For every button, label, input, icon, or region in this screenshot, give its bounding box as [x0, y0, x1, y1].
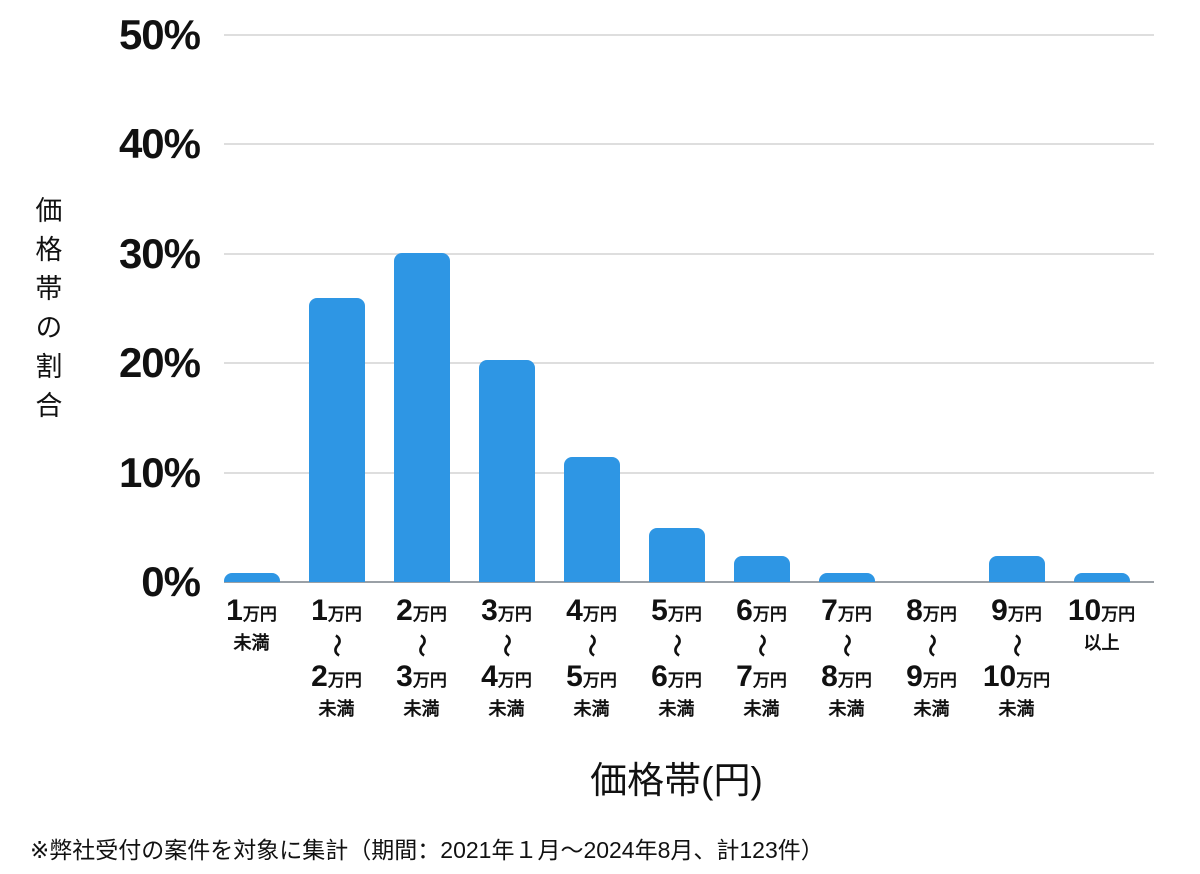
gridline	[224, 34, 1154, 36]
wave-dash: 〜	[919, 634, 945, 657]
x-tick-label: 10万円 以上	[1067, 594, 1136, 653]
bar-column	[1059, 35, 1144, 582]
y-axis-title: 価格帯の割合	[31, 196, 62, 430]
x-tick-label: 2万円〜 3万円 未満	[396, 594, 447, 719]
bar-column	[634, 35, 719, 582]
wave-dash: 〜	[324, 634, 350, 657]
bar-1万円〜2万円未満	[308, 297, 365, 582]
bar-column	[379, 35, 464, 582]
gridline	[224, 252, 1154, 255]
wave-dash: 〜	[749, 634, 775, 657]
x-axis-ticks: 1万円 未満 1万円〜 2万円 未満 2万円〜 3万円 未満 3万円〜 4万円 未満 4万円〜 5万円未…	[209, 594, 1144, 722]
wave-dash: 〜	[409, 634, 435, 657]
y-tick-label: 30%	[118, 229, 201, 277]
bar-column	[549, 35, 634, 582]
bar-column	[804, 35, 889, 582]
wave-dash: 〜	[834, 634, 860, 657]
bar-2万円〜3万円未満	[393, 252, 450, 582]
bar-6万円〜7万円未満	[733, 555, 790, 582]
y-tick-label: 20%	[118, 339, 201, 387]
y-tick-label: 0%	[141, 558, 201, 605]
wave-dash: 〜	[1004, 634, 1030, 657]
x-axis-baseline	[224, 581, 1154, 583]
x-tick-label: 1万円 未満	[226, 594, 277, 653]
footnote: ※弊社受付の案件を対象に集計（期間：2021年１月～2024年8月、計123件）	[30, 837, 824, 863]
bar-1万円未満	[223, 573, 280, 582]
y-tick-label: 40%	[118, 120, 201, 168]
x-tick-label: 7万円〜 8万円 未満	[821, 594, 872, 719]
bars-container	[209, 35, 1144, 582]
x-tick-label: 8万円〜 9万円 未満	[906, 594, 957, 719]
x-tick-label: 6万円〜 7万円 未満	[736, 594, 787, 719]
wave-dash: 〜	[579, 634, 605, 657]
x-tick-label: 4万円〜 5万円 未満	[566, 594, 617, 719]
x-tick-label: 9万円〜 10万円 未満	[982, 594, 1051, 719]
bar-4万円〜5万円未満	[563, 457, 620, 582]
gridline	[224, 471, 1154, 474]
bar-3万円〜4万円未満	[478, 359, 535, 582]
gridline	[224, 362, 1154, 365]
bar-5万円〜6万円未満	[648, 528, 705, 582]
x-axis-title: 価格帯(円)	[590, 760, 763, 801]
bar-column	[889, 35, 974, 582]
gridline	[224, 143, 1154, 146]
x-tick-label: 1万円〜 2万円 未満	[311, 594, 362, 719]
y-tick-label: 10%	[118, 448, 201, 496]
x-tick-label: 5万円〜 6万円 未満	[651, 594, 702, 719]
bar-10万円以上	[1073, 573, 1130, 582]
x-tick-label: 3万円〜 4万円 未満	[481, 594, 532, 719]
wave-dash: 〜	[664, 634, 690, 657]
bar-9万円〜10万円未満	[988, 555, 1045, 582]
y-tick-label: 50%	[118, 11, 201, 58]
bar-7万円〜8万円未満	[818, 573, 875, 582]
bar-column	[294, 35, 379, 582]
bar-column	[719, 35, 804, 582]
bar-column	[209, 35, 294, 582]
bar-column	[974, 35, 1059, 582]
bar-column	[464, 35, 549, 582]
wave-dash: 〜	[494, 634, 520, 657]
